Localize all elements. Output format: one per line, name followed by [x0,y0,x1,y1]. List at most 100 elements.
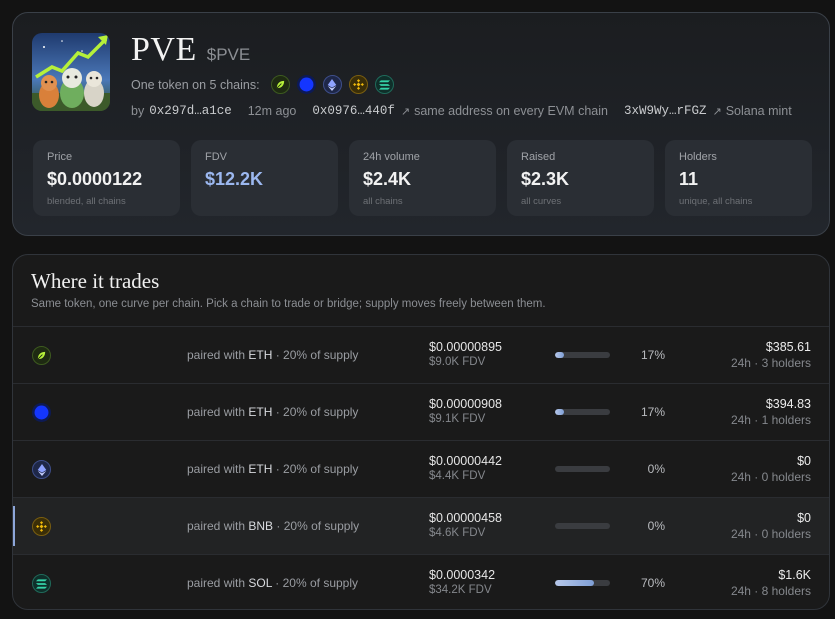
pair-info: paired with SOL · 20% of supply [187,576,358,590]
supply-share: · 20% of supply [276,519,360,533]
solana-address[interactable]: 3xW9Wy…rFGZ [623,104,707,118]
volume-value: $0 [797,454,811,468]
chain-row[interactable]: paired with SOL · 20% of supply $0.00003… [13,554,829,609]
solana-note: Solana mint [725,104,792,118]
chain-row[interactable]: paired with ETH · 20% of supply $0.00000… [13,383,829,440]
supply-share: · 20% of supply [275,405,359,419]
price-cell: $0.0000342 $34.2K FDV [429,568,495,596]
curve-price: $0.00000458 [429,511,502,525]
external-link-icon[interactable]: ↗ [400,105,411,118]
token-meta: by 0x297d…a1ce 12m ago 0x0976…440f ↗ sam… [131,104,792,118]
curve-price: $0.00000895 [429,340,502,354]
blue-circle-chain-icon[interactable] [296,75,316,94]
stat-volume: 24h volume $2.4K all chains [349,140,496,216]
trades-title: Where it trades [31,269,160,293]
curve-progress-percent: 17% [640,405,665,419]
holders-value: 24h · 0 holders [730,470,811,484]
curve-progress-bar [555,466,610,472]
token-logo [32,33,110,111]
volume-value: $1.6K [778,568,811,582]
curve-price: $0.00000442 [429,454,502,468]
stat-label: Raised [521,151,556,163]
evm-address[interactable]: 0x0976…440f [312,104,395,118]
external-link-icon[interactable]: ↗ [712,105,722,118]
stat-value: $2.4K [363,169,412,189]
pair-info: paired with ETH · 20% of supply [187,405,358,419]
stats-row: Price $0.0000122 blended, all chains FDV… [33,140,812,216]
stat-sub: unique, all chains [679,196,753,207]
stat-label: Price [47,151,73,163]
volume-value: $385.61 [765,340,811,354]
chain-row-selected[interactable]: paired with BNB · 20% of supply $0.00000… [13,497,829,554]
solana-icon [32,574,51,593]
curve-progress-fill [555,409,565,415]
curve-progress-bar [555,409,610,415]
chain-row[interactable]: paired with ETH · 20% of supply $0.00000… [13,326,829,383]
chains-label: One token on 5 chains: [131,77,260,92]
stat-holders: Holders 11 unique, all chains [665,140,812,216]
volume-cell: $0 24h · 0 holders [731,511,811,541]
pair-asset: SOL [248,576,272,590]
curve-fdv: $4.4K FDV [429,470,486,482]
evm-note: same address on every EVM chain [414,104,608,118]
supply-share: · 20% of supply [275,462,359,476]
volume-cell: $1.6K 24h · 8 holders [731,568,811,598]
solana-icon[interactable] [374,75,394,94]
ethereum-icon[interactable] [322,75,342,94]
curve-progress-percent: 70% [640,576,665,590]
pair-info: paired with BNB · 20% of supply [187,519,359,533]
leaf-chain-icon[interactable] [270,75,290,94]
volume-value: $394.83 [765,397,811,411]
pair-asset: BNB [248,519,274,533]
pair-prefix: paired with [187,348,246,362]
stat-sub: blended, all chains [47,196,126,207]
bnb-icon [32,517,51,536]
curve-progress-percent: 17% [640,348,665,362]
holders-value: 24h · 0 holders [730,527,811,541]
pair-prefix: paired with [187,519,246,533]
token-ticker: $PVE [206,45,251,64]
curve-price: $0.00000908 [429,397,502,411]
creator-address[interactable]: 0x297d…a1ce [149,104,232,118]
stat-label: Holders [679,151,717,163]
curve-progress-bar [555,523,610,529]
curve-price: $0.0000342 [429,568,496,582]
curve-fdv: $9.0K FDV [429,356,486,368]
curve-progress-fill [555,580,594,586]
pair-asset: ETH [248,348,273,362]
by-label: by [131,104,145,118]
pair-asset: ETH [248,405,273,419]
ethereum-icon [32,460,51,479]
price-cell: $0.00000442 $4.4K FDV [429,454,502,482]
token-logo-art-icon [32,33,110,111]
pair-info: paired with ETH · 20% of supply [187,462,358,476]
curve-progress-bar [555,580,610,586]
price-cell: $0.00000458 $4.6K FDV [429,511,502,539]
token-header-card: PVE $PVE One token on 5 chains: by 0x297… [12,12,830,236]
bnb-icon[interactable] [348,75,368,94]
stat-fdv: FDV $12.2K [191,140,338,216]
stat-value: 11 [679,169,699,189]
volume-cell: $385.61 24h · 3 holders [731,340,811,370]
curve-fdv: $4.6K FDV [429,527,486,539]
stat-price: Price $0.0000122 blended, all chains [33,140,180,216]
curve-progress-bar [555,352,610,358]
pair-prefix: paired with [187,576,246,590]
volume-cell: $0 24h · 0 holders [731,454,811,484]
token-name: PVE [131,31,197,68]
holders-value: 24h · 3 holders [730,356,811,370]
supply-share: · 20% of supply [275,348,359,362]
price-cell: $0.00000895 $9.0K FDV [429,340,502,368]
trades-list: paired with ETH · 20% of supply $0.00000… [13,326,829,609]
token-title: PVE $PVE [131,31,250,69]
trades-subtitle: Same token, one curve per chain. Pick a … [31,298,546,310]
holders-value: 24h · 8 holders [730,584,811,598]
curve-fdv: $34.2K FDV [429,584,492,596]
chain-row[interactable]: paired with ETH · 20% of supply $0.00000… [13,440,829,497]
volume-cell: $394.83 24h · 1 holders [731,397,811,427]
curve-fdv: $9.1K FDV [429,413,486,425]
stat-label: FDV [205,151,227,163]
blue-circle-chain-icon [32,403,51,422]
pair-prefix: paired with [187,405,246,419]
curve-progress-fill [555,352,565,358]
